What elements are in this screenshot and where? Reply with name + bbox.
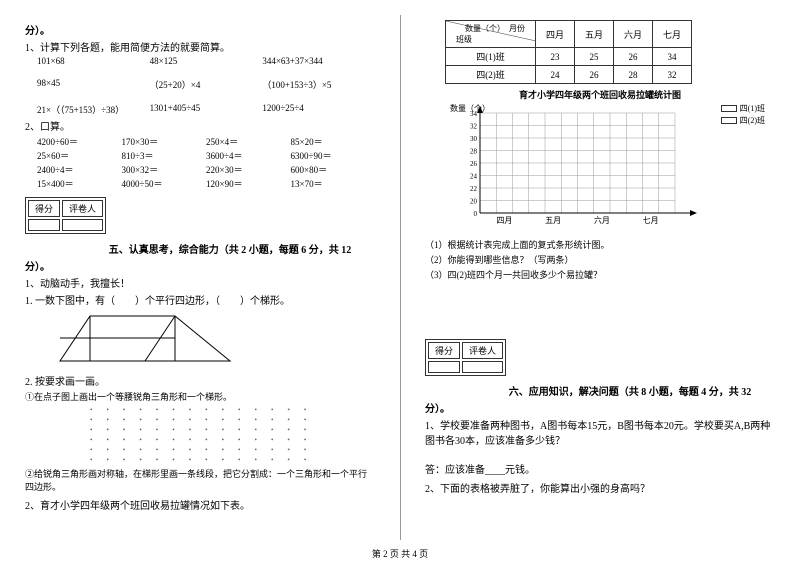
svg-text:22: 22 bbox=[470, 185, 478, 193]
q3-title: 1、动脑动手，我擅长！ bbox=[25, 275, 375, 290]
expr: 101×68 bbox=[37, 56, 150, 66]
expr-row: 98×45 （25+20）×4 （100+153÷3）×5 bbox=[37, 78, 375, 91]
chart-legend: 四(1)班 四(2)班 bbox=[721, 103, 765, 127]
svg-text:四月: 四月 bbox=[496, 216, 512, 225]
svg-text:六月: 六月 bbox=[594, 215, 610, 225]
th: 四月 bbox=[536, 21, 575, 48]
score-label: 得分 bbox=[28, 200, 60, 217]
svg-text:34: 34 bbox=[470, 110, 478, 118]
right-column: 数量（个） 月份 班级 四月 五月 六月 七月 四(1)班23252634 四(… bbox=[400, 0, 800, 565]
expr: 21×（（75+153）÷38） bbox=[37, 103, 150, 116]
expr: 85×20＝ bbox=[291, 135, 376, 148]
legend-swatch bbox=[721, 117, 737, 124]
td: 四(1)班 bbox=[446, 48, 536, 66]
q1-text: 1、学校要准备两种图书，A图书每本15元，B图书每本20元。学校要买A,B两种图… bbox=[425, 417, 775, 447]
expr: 170×30＝ bbox=[122, 135, 207, 148]
expr: 4000÷50＝ bbox=[122, 177, 207, 190]
dot-grid: •••••••••••••• •••••••••••••• ••••••••••… bbox=[90, 405, 310, 465]
page-footer: 第 2 页 共 4 页 bbox=[0, 547, 800, 560]
q2-text: 2、下面的表格被弄脏了，你能算出小强的身高吗？ bbox=[425, 480, 775, 495]
sub-q3: （3）四(2)班四个月一共回收多少个易拉罐？ bbox=[425, 268, 775, 281]
legend-label: 四(2)班 bbox=[740, 115, 765, 126]
svg-text:32: 32 bbox=[470, 123, 478, 131]
expr-row: 21×（（75+153）÷38） 1301+405÷45 1200÷25÷4 bbox=[37, 103, 375, 116]
score-label: 得分 bbox=[428, 342, 460, 359]
q3-2a: ①在点子图上画出一个等腰锐角三角形和一个梯形。 bbox=[25, 390, 375, 403]
td: 25 bbox=[575, 48, 614, 66]
grader-label: 评卷人 bbox=[462, 342, 503, 359]
expr: （100+153÷3）×5 bbox=[262, 78, 375, 91]
svg-text:28: 28 bbox=[470, 148, 478, 156]
grader-label: 评卷人 bbox=[62, 200, 103, 217]
chart-area: 四(1)班 四(2)班 数量（个）34323028262422200四月五月六月… bbox=[445, 103, 775, 236]
q2-title: 2、口算。 bbox=[25, 118, 375, 133]
score-box: 得分评卷人 bbox=[25, 197, 106, 234]
fen-text: 分）。 bbox=[25, 258, 375, 273]
q3-2: 2. 按要求画一画。 bbox=[25, 373, 375, 388]
td: 四(2)班 bbox=[446, 66, 536, 84]
svg-text:24: 24 bbox=[470, 173, 478, 181]
expr: 48×125 bbox=[150, 56, 263, 66]
expr-row: 101×68 48×125 344×63+37×344 bbox=[37, 56, 375, 66]
expr: 220×30＝ bbox=[206, 163, 291, 176]
td: 23 bbox=[536, 48, 575, 66]
expr: 250×4＝ bbox=[206, 135, 291, 148]
fen-text: 分）。 bbox=[425, 400, 775, 415]
legend-label: 四(1)班 bbox=[740, 103, 765, 114]
trapezoid-figure bbox=[55, 311, 235, 366]
expr: 1301+405÷45 bbox=[150, 103, 263, 116]
th: 五月 bbox=[575, 21, 614, 48]
data-table: 数量（个） 月份 班级 四月 五月 六月 七月 四(1)班23252634 四(… bbox=[445, 20, 692, 84]
td: 32 bbox=[653, 66, 692, 84]
bar-chart: 数量（个）34323028262422200四月五月六月七月 bbox=[445, 103, 725, 233]
expr: 344×63+37×344 bbox=[262, 56, 375, 66]
expr: 300×32＝ bbox=[122, 163, 207, 176]
expr: （25+20）×4 bbox=[150, 78, 263, 91]
q1-title: 1、计算下列各题，能用简便方法的就要简算。 bbox=[25, 39, 375, 54]
legend-swatch bbox=[721, 105, 737, 112]
th: 六月 bbox=[614, 21, 653, 48]
svg-text:五月: 五月 bbox=[545, 216, 561, 225]
td: 28 bbox=[614, 66, 653, 84]
score-box: 得分评卷人 bbox=[425, 339, 506, 376]
section6-title: 六、应用知识，解决问题（共 8 小题，每题 4 分，共 32 bbox=[485, 383, 775, 398]
td: 34 bbox=[653, 48, 692, 66]
expr: 2400÷4＝ bbox=[37, 163, 122, 176]
expr: 810÷3＝ bbox=[122, 149, 207, 162]
q4-title: 2、育才小学四年级两个班回收易拉罐情况如下表。 bbox=[25, 497, 375, 512]
q3-1: 1. 一数下图中，有（ ）个平行四边形，（ ）个梯形。 bbox=[25, 292, 375, 307]
sub-q2: （2）你能得到哪些信息？（写两条） bbox=[425, 253, 775, 266]
td: 26 bbox=[614, 48, 653, 66]
chart-title: 育才小学四年级两个班回收易拉罐统计图 bbox=[425, 88, 775, 101]
expr: 1200÷25÷4 bbox=[262, 103, 375, 116]
fen-text: 分）。 bbox=[25, 22, 375, 37]
svg-text:0: 0 bbox=[474, 210, 478, 218]
expr: 13×70＝ bbox=[291, 177, 376, 190]
expr: 98×45 bbox=[37, 78, 150, 91]
q3-2b: ②给锐角三角形画对称轴，在梯形里画一条线段，把它分割成：一个三角形和一个平行四边… bbox=[25, 467, 375, 493]
left-column: 分）。 1、计算下列各题，能用简便方法的就要简算。 101×68 48×125 … bbox=[0, 0, 400, 565]
td: 26 bbox=[575, 66, 614, 84]
td: 24 bbox=[536, 66, 575, 84]
section5-title: 五、认真思考，综合能力（共 2 小题，每题 6 分，共 12 bbox=[85, 241, 375, 256]
expr: 120×90＝ bbox=[206, 177, 291, 190]
svg-text:26: 26 bbox=[470, 160, 478, 168]
expr: 6300÷90＝ bbox=[291, 149, 376, 162]
svg-text:30: 30 bbox=[470, 135, 478, 143]
expr: 15×400＝ bbox=[37, 177, 122, 190]
expr: 25×60＝ bbox=[37, 149, 122, 162]
sub-q1: （1）根据统计表完成上面的复式条形统计图。 bbox=[425, 238, 775, 251]
th: 七月 bbox=[653, 21, 692, 48]
expr: 600×80＝ bbox=[291, 163, 376, 176]
answer-line: 答：应该准备____元钱。 bbox=[425, 461, 775, 476]
expr: 4200÷60＝ bbox=[37, 135, 122, 148]
svg-text:七月: 七月 bbox=[643, 216, 659, 225]
svg-text:20: 20 bbox=[470, 198, 478, 206]
expr: 3600÷4＝ bbox=[206, 149, 291, 162]
